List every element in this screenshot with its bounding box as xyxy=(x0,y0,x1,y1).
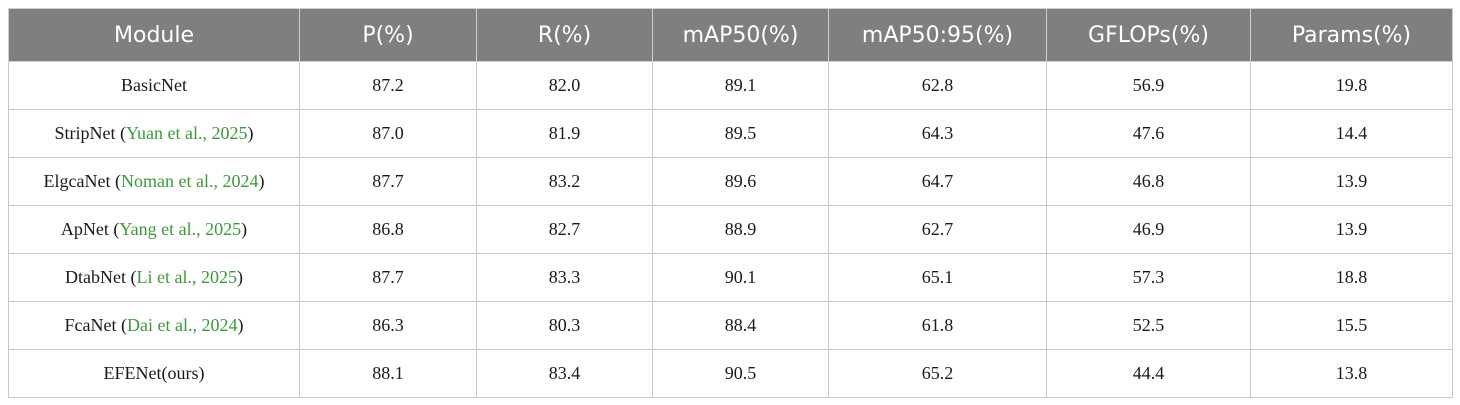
value-cell: 62.7 xyxy=(828,205,1047,254)
value-cell: 90.5 xyxy=(652,349,829,398)
results-table: Module P(%) R(%) mAP50(%) mAP50:95(%) GFLOPs(… xyxy=(8,8,1453,398)
value-cell: 61.8 xyxy=(828,301,1047,350)
value-cell: 52.5 xyxy=(1046,301,1251,350)
column-header: Params(%) xyxy=(1250,8,1453,62)
citation: Li et al., 2025 xyxy=(136,267,237,287)
module-cell: FcaNet (Dai et al., 2024) xyxy=(8,301,300,350)
value-cell: 19.8 xyxy=(1250,61,1453,110)
column-header: mAP50(%) xyxy=(652,8,829,62)
value-cell: 14.4 xyxy=(1250,109,1453,158)
value-cell: 86.8 xyxy=(299,205,477,254)
module-name: ApNet ( xyxy=(60,219,120,239)
module-name: EFENet(ours) xyxy=(103,363,205,383)
value-cell: 13.9 xyxy=(1250,157,1453,206)
table-container: Module P(%) R(%) mAP50(%) mAP50:95(%) GFLOPs(… xyxy=(8,8,1453,398)
value-cell: 18.8 xyxy=(1250,253,1453,302)
table-body: BasicNet 87.2 82.0 89.1 62.8 56.9 19.8 StripNet… xyxy=(8,61,1453,398)
value-cell: 65.1 xyxy=(828,253,1047,302)
column-header: Module xyxy=(8,8,300,62)
value-cell: 87.2 xyxy=(299,61,477,110)
value-cell: 57.3 xyxy=(1046,253,1251,302)
value-cell: 47.6 xyxy=(1046,109,1251,158)
value-cell: 87.0 xyxy=(299,109,477,158)
value-cell: 86.3 xyxy=(299,301,477,350)
module-name: ) xyxy=(247,123,254,143)
citation: Noman et al., 2024 xyxy=(120,171,259,191)
module-name: FcaNet ( xyxy=(64,315,127,335)
module-name: DtabNet ( xyxy=(65,267,137,287)
column-header: mAP50:95(%) xyxy=(828,8,1047,62)
module-cell: DtabNet (Li et al., 2025) xyxy=(8,253,300,302)
value-cell: 64.3 xyxy=(828,109,1047,158)
module-cell: ElgcaNet (Noman et al., 2024) xyxy=(8,157,300,206)
value-cell: 88.9 xyxy=(652,205,829,254)
module-name: ElgcaNet ( xyxy=(43,171,121,191)
value-cell: 13.8 xyxy=(1250,349,1453,398)
value-cell: 46.8 xyxy=(1046,157,1251,206)
citation: Yang et al., 2025 xyxy=(119,219,242,239)
module-name: BasicNet xyxy=(121,75,187,95)
value-cell: 83.3 xyxy=(476,253,653,302)
table-row: StripNet (Yuan et al., 2025) 87.0 81.9 89.5… xyxy=(8,109,1453,158)
module-cell: ApNet (Yang et al., 2025) xyxy=(8,205,300,254)
table-row: FcaNet (Dai et al., 2024) 86.3 80.3 88.4 61.… xyxy=(8,301,1453,350)
value-cell: 89.5 xyxy=(652,109,829,158)
column-header: GFLOPs(%) xyxy=(1046,8,1251,62)
value-cell: 82.7 xyxy=(476,205,653,254)
module-cell: StripNet (Yuan et al., 2025) xyxy=(8,109,300,158)
value-cell: 87.7 xyxy=(299,157,477,206)
module-cell: EFENet(ours) xyxy=(8,349,300,398)
table-row: BasicNet 87.2 82.0 89.1 62.8 56.9 19.8 xyxy=(8,61,1453,110)
value-cell: 56.9 xyxy=(1046,61,1251,110)
module-name: StripNet ( xyxy=(54,123,127,143)
module-name: ) xyxy=(258,171,265,191)
value-cell: 82.0 xyxy=(476,61,653,110)
citation: Dai et al., 2024 xyxy=(127,315,238,335)
value-cell: 89.6 xyxy=(652,157,829,206)
value-cell: 88.4 xyxy=(652,301,829,350)
module-name: ) xyxy=(241,219,248,239)
column-header: R(%) xyxy=(476,8,653,62)
value-cell: 89.1 xyxy=(652,61,829,110)
module-name: ) xyxy=(236,267,243,287)
value-cell: 83.2 xyxy=(476,157,653,206)
table-row: ApNet (Yang et al., 2025) 86.8 82.7 88.9 62.… xyxy=(8,205,1453,254)
value-cell: 87.7 xyxy=(299,253,477,302)
table-row: ElgcaNet (Noman et al., 2024) 87.7 83.2 89.… xyxy=(8,157,1453,206)
module-name: ) xyxy=(237,315,244,335)
value-cell: 62.8 xyxy=(828,61,1047,110)
value-cell: 64.7 xyxy=(828,157,1047,206)
value-cell: 88.1 xyxy=(299,349,477,398)
citation: Yuan et al., 2025 xyxy=(126,123,248,143)
value-cell: 83.4 xyxy=(476,349,653,398)
value-cell: 90.1 xyxy=(652,253,829,302)
value-cell: 44.4 xyxy=(1046,349,1251,398)
value-cell: 13.9 xyxy=(1250,205,1453,254)
value-cell: 65.2 xyxy=(828,349,1047,398)
value-cell: 80.3 xyxy=(476,301,653,350)
table-row: DtabNet (Li et al., 2025) 87.7 83.3 90.1 65.… xyxy=(8,253,1453,302)
value-cell: 15.5 xyxy=(1250,301,1453,350)
column-header: P(%) xyxy=(299,8,477,62)
value-cell: 46.9 xyxy=(1046,205,1251,254)
value-cell: 81.9 xyxy=(476,109,653,158)
table-row: EFENet(ours) 88.1 83.4 90.5 65.2 44.4 13.8 xyxy=(8,349,1453,398)
header-row: Module P(%) R(%) mAP50(%) mAP50:95(%) GFLOPs(… xyxy=(8,8,1453,62)
module-cell: BasicNet xyxy=(8,61,300,110)
